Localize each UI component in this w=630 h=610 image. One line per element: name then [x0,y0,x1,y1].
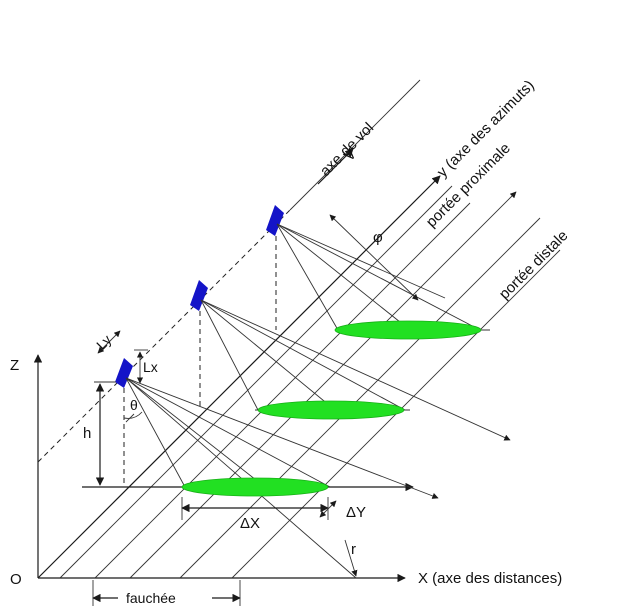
footprint-1 [181,477,329,497]
ly-label: Ly [93,331,114,352]
beam-1a [125,377,186,488]
far-range-label: portée distale [496,227,572,303]
antenna-2 [190,280,208,311]
height-label: h [83,425,91,442]
range-arrow [344,539,358,577]
ground-line-near [129,191,517,579]
swath-label-bg [118,589,212,607]
delta-y-label: ΔY [346,504,366,521]
beam-1c [125,377,439,499]
origin-label: O [10,571,22,588]
beam-3c [276,223,446,299]
look-angle-pointer [125,413,135,423]
look-angle-arc [123,411,143,419]
beam-2d [200,299,336,411]
flight-axis-line [37,209,291,463]
beam-1e [125,377,266,488]
footprint-3 [334,320,482,340]
ground-line-3 [179,217,541,579]
x-axis-label: X (axe des distances) [418,570,562,587]
delta-x-label: ΔX [240,515,260,532]
ly-dimension [97,330,121,354]
beam-3d [276,223,411,331]
swath-label: fauchée [126,590,176,606]
beam-2b [200,299,406,411]
delta-y-dimension [319,500,337,518]
phi-label: φ [373,229,383,246]
range-label: r [351,541,356,558]
footprint-2 [257,400,405,420]
z-axis-label: Z [10,357,19,374]
antenna-1 [115,358,133,388]
antenna-3 [266,205,284,236]
beam-3a [276,223,339,331]
phi-dimension [329,214,419,301]
ground-line-2 [94,202,471,579]
lx-label: Lx [143,359,158,375]
velocity-arrow [317,148,354,185]
beam-2c [200,299,511,441]
beam-1b [125,377,331,488]
flight-axis-ext [289,79,421,211]
beam-2a [200,299,259,411]
look-angle-label: θ [130,397,138,413]
